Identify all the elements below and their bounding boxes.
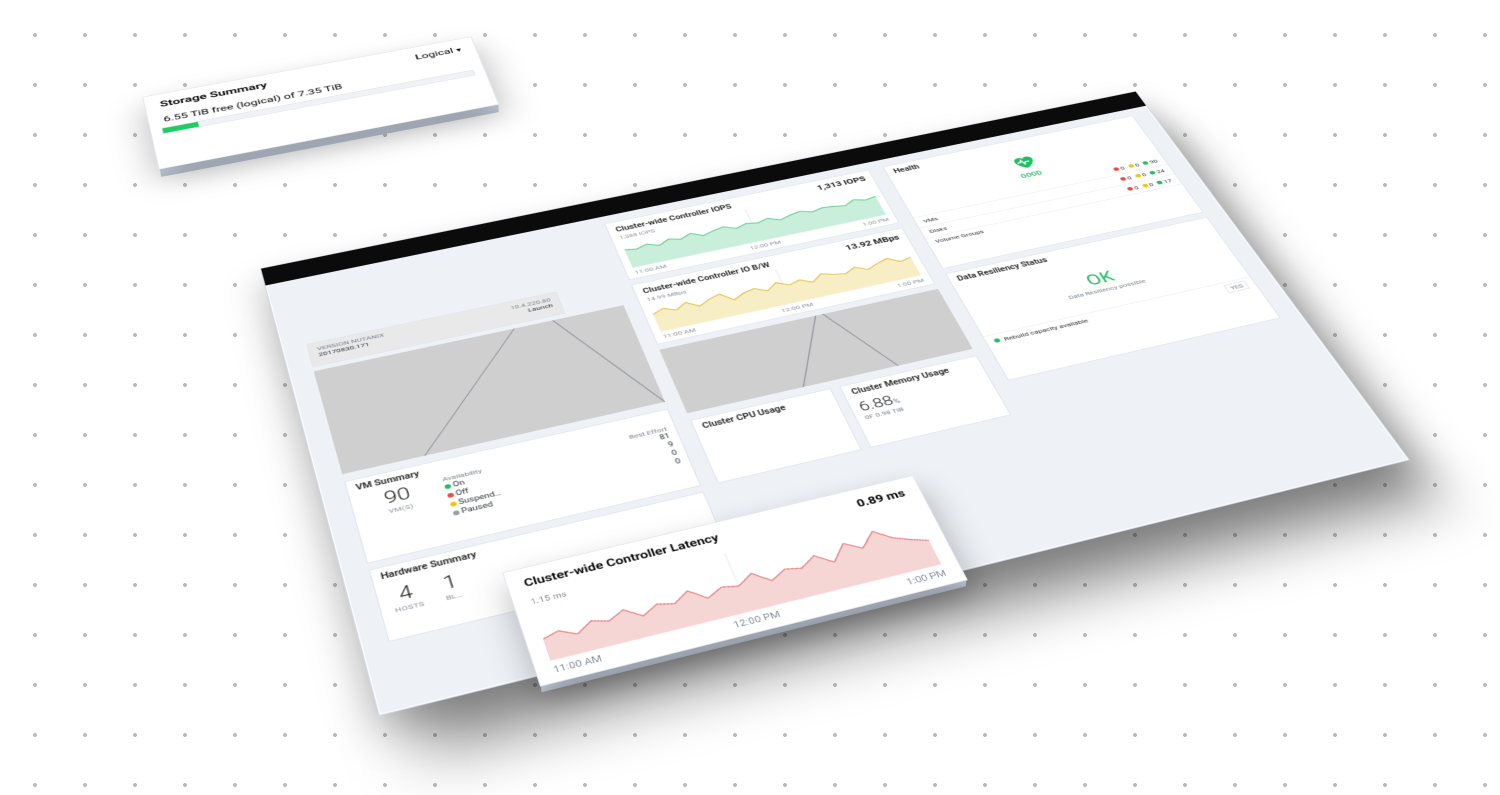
dashboard-window: VERSION NUTANIX 20170830.171 10.4.220.80… <box>260 91 1410 716</box>
hw-title: Hardware Summary <box>380 551 478 582</box>
hosts-count: 4 <box>388 580 423 607</box>
vm-summary-title: VM Summary <box>355 470 421 492</box>
mem-sub: 0F 0.98 TiB <box>863 387 988 421</box>
chevron-down-icon: ▾ <box>455 47 462 54</box>
vm-count-label: VM(S) <box>363 497 439 520</box>
blocks-label: BL… <box>445 591 464 602</box>
vm-count: 90 <box>358 479 437 514</box>
blocks-count: 1 <box>439 571 462 595</box>
hosts-label: HOSTS <box>394 600 425 614</box>
rebuild-badge: YES <box>1223 281 1250 294</box>
rebuild-dot <box>993 338 1001 343</box>
mem-value: 6.88 <box>856 393 896 415</box>
heart-icon <box>1007 152 1040 172</box>
storage-summary-popout[interactable]: Storage Summary Logical ▾ 6.55 TiB free … <box>142 36 499 169</box>
vm-status-row: On81 <box>443 432 671 492</box>
mem-unit: % <box>892 398 902 406</box>
latency-value: 0.89 ms <box>855 488 908 510</box>
vm-col1: Availability <box>441 468 482 483</box>
vm-status-row: Paused0 <box>452 457 683 518</box>
cpu-card[interactable]: Cluster CPU Usage <box>690 388 862 483</box>
cpu-title: Cluster CPU Usage <box>701 404 787 430</box>
vm-col2: Best Effort <box>628 426 668 441</box>
mem-title: Cluster Memory Usage <box>850 367 951 396</box>
vm-status-row: Suspend…0 <box>449 449 679 510</box>
vm-status-row: Off9 <box>446 440 675 500</box>
mem-card[interactable]: Cluster Memory Usage 6.88% 0F 0.98 TiB <box>839 355 1011 448</box>
